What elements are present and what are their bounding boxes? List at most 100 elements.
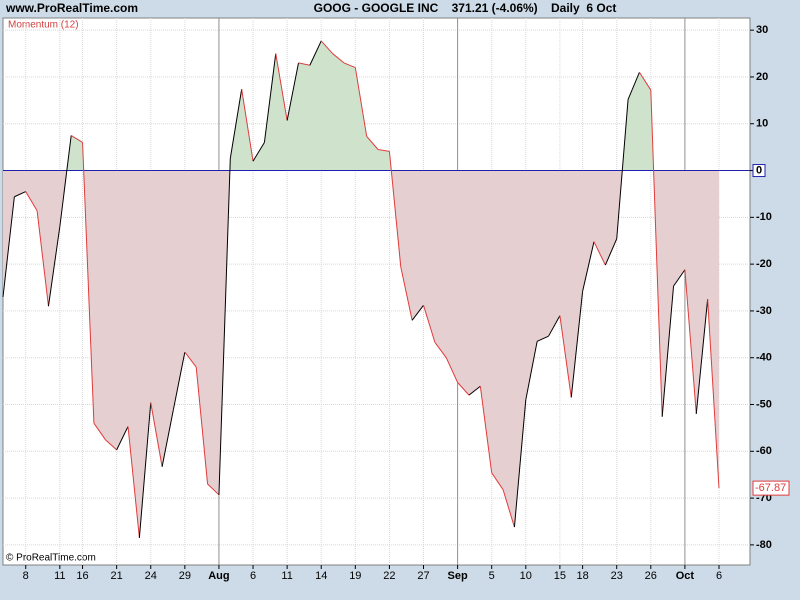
momentum-segment (343, 62, 356, 69)
indicator-label: Momentum (12) (8, 20, 79, 31)
momentum-segment (570, 291, 584, 398)
x-tick-label: 24 (145, 570, 157, 582)
momentum-segment (93, 422, 106, 440)
momentum-segment (388, 151, 402, 267)
momentum-segment (479, 386, 493, 473)
momentum-segment (491, 472, 504, 490)
y-tick-label: -40 (756, 352, 772, 364)
momentum-segment (36, 210, 49, 307)
momentum-segment (616, 99, 629, 239)
momentum-segment (70, 135, 83, 143)
momentum-segment (59, 135, 72, 227)
zero-label-box (752, 164, 766, 178)
momentum-segment (673, 269, 686, 287)
chart-title: GOOG - GOOGLE INC 371.21 (-4.06%) Daily … (314, 1, 617, 15)
momentum-segment (639, 72, 652, 91)
x-tick-label: 29 (179, 570, 191, 582)
momentum-segment (502, 489, 515, 528)
x-tick-label: 22 (383, 570, 395, 582)
y-tick-label: -60 (756, 445, 772, 457)
x-tick-label: 18 (576, 570, 588, 582)
momentum-segment (559, 315, 572, 398)
momentum-segment (513, 399, 527, 528)
momentum-segment (400, 266, 413, 321)
y-tick-label: 20 (756, 71, 768, 83)
x-tick-label: 6 (716, 570, 722, 582)
x-tick-label: Sep (448, 570, 468, 582)
momentum-segment (2, 196, 15, 297)
momentum-segment (525, 341, 538, 400)
momentum-segment (468, 385, 481, 396)
momentum-segment (445, 357, 459, 383)
momentum-segment (684, 269, 697, 414)
momentum-segment (229, 89, 243, 159)
momentum-segment (150, 402, 163, 467)
y-tick-label: -50 (756, 398, 772, 410)
momentum-segment (650, 90, 663, 417)
x-tick-label: Oct (676, 570, 695, 582)
positive-area (3, 40, 719, 171)
copyright: © ProRealTime.com (6, 553, 96, 564)
x-tick-label: 16 (76, 570, 88, 582)
momentum-segment (627, 72, 640, 100)
momentum-segment (241, 89, 254, 162)
momentum-segment (695, 299, 709, 414)
x-tick-label: 23 (611, 570, 623, 582)
x-tick-label: 5 (489, 570, 495, 582)
momentum-segment (354, 67, 368, 137)
momentum-segment (548, 315, 561, 337)
value-label-box (752, 480, 790, 496)
value-label: -67.87 (755, 482, 786, 494)
momentum-segment (707, 299, 720, 489)
momentum-segment (104, 439, 117, 451)
momentum-segment (457, 382, 470, 396)
momentum-segment (82, 142, 95, 424)
x-tick-label: 19 (349, 570, 361, 582)
momentum-segment (434, 341, 447, 359)
momentum-segment (218, 158, 231, 495)
y-tick-label: 30 (756, 24, 768, 36)
momentum-segment (582, 241, 595, 292)
momentum-segment (25, 191, 38, 212)
momentum-segment (184, 351, 197, 368)
momentum-segment (14, 191, 26, 198)
x-tick-label: 11 (281, 570, 292, 582)
momentum-segment (366, 136, 379, 150)
x-tick-label: 27 (417, 570, 429, 582)
x-tick-label: 21 (111, 570, 123, 582)
momentum-segment (332, 53, 345, 64)
x-tick-label: 10 (520, 570, 532, 582)
y-tick-label: 0 (756, 164, 762, 176)
x-tick-label: 14 (315, 570, 327, 582)
x-tick-label: Aug (208, 570, 229, 582)
momentum-segment (172, 351, 186, 410)
momentum-segment (138, 402, 152, 538)
x-tick-label: 26 (645, 570, 657, 582)
momentum-segment (309, 40, 322, 66)
momentum-segment (320, 40, 333, 54)
momentum-segment (411, 305, 424, 321)
x-tick-label: 8 (23, 570, 29, 582)
y-tick-label: -10 (756, 211, 772, 223)
site: www.ProRealTime.com (5, 1, 138, 15)
x-tick-label: 15 (554, 570, 566, 582)
momentum-segment (252, 142, 265, 162)
x-tick-label: 11 (54, 570, 65, 582)
momentum-segment (195, 367, 209, 485)
momentum-segment (423, 305, 436, 343)
momentum-segment (263, 53, 277, 143)
momentum-segment (298, 62, 310, 66)
momentum-segment (286, 62, 299, 121)
momentum-segment (275, 53, 288, 121)
negative-area (3, 170, 719, 538)
momentum-segment (661, 286, 675, 417)
y-tick-label: -30 (756, 305, 772, 317)
momentum-segment (604, 238, 618, 266)
x-tick-label: 6 (250, 570, 256, 582)
momentum-segment (207, 483, 220, 496)
momentum-segment (47, 226, 61, 307)
momentum-segment (377, 148, 390, 152)
momentum-segment (127, 426, 140, 538)
momentum-segment (116, 426, 129, 451)
